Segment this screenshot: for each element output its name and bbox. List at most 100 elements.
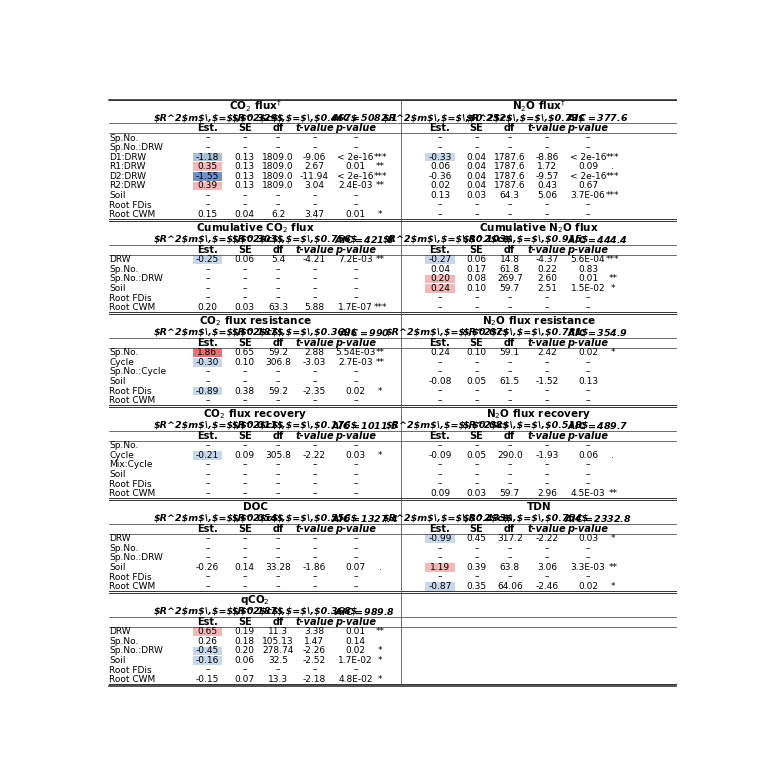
Text: –: –: [353, 665, 358, 675]
Text: –: –: [474, 210, 479, 219]
Text: –: –: [353, 367, 358, 377]
Text: –: –: [586, 210, 591, 219]
Text: 0.38: 0.38: [234, 387, 255, 395]
Text: –: –: [205, 489, 210, 498]
Text: 0.01: 0.01: [345, 627, 365, 636]
Text: 7.2E-03: 7.2E-03: [338, 255, 373, 265]
Text: –: –: [275, 396, 280, 405]
Text: –: –: [508, 470, 512, 479]
Text: 0.65: 0.65: [197, 627, 218, 636]
Text: -2.35: -2.35: [303, 387, 326, 395]
Text: *: *: [610, 284, 615, 293]
Text: *: *: [378, 647, 383, 655]
Text: –: –: [312, 396, 317, 405]
Text: –: –: [312, 479, 317, 489]
Text: AIC$\,$=$\,$1327.4: AIC$\,$=$\,$1327.4: [331, 513, 399, 524]
Text: $R^2$c$\,$=$\,$0.467$: $R^2$c$\,$=$\,$0.467$: [232, 114, 358, 122]
Text: 5.88: 5.88: [304, 303, 324, 312]
Text: Root FDis: Root FDis: [109, 665, 151, 675]
Text: -1.86: -1.86: [303, 563, 326, 572]
Text: -9.06: -9.06: [303, 152, 326, 162]
Text: 13.3: 13.3: [268, 675, 288, 684]
Text: Est.: Est.: [430, 245, 451, 255]
Bar: [425, 583, 455, 591]
Text: –: –: [275, 143, 280, 152]
Text: **: **: [376, 181, 385, 191]
Text: –: –: [205, 470, 210, 479]
Text: 5.6E-04: 5.6E-04: [571, 255, 605, 265]
Text: –: –: [275, 265, 280, 274]
Text: –: –: [586, 470, 591, 479]
Text: 0.03: 0.03: [234, 303, 255, 312]
Text: .: .: [379, 563, 382, 572]
Text: –: –: [586, 293, 591, 303]
Text: 0.04: 0.04: [466, 152, 486, 162]
Text: < 2e-16: < 2e-16: [570, 152, 607, 162]
Text: –: –: [205, 396, 210, 405]
Text: p-value: p-value: [568, 245, 609, 255]
Text: < 2e-16: < 2e-16: [337, 152, 374, 162]
Text: –: –: [474, 387, 479, 395]
Text: **: **: [608, 563, 617, 572]
Text: –: –: [243, 265, 247, 274]
Text: –: –: [275, 470, 280, 479]
Text: –: –: [312, 275, 317, 283]
Text: 1.7E-02: 1.7E-02: [338, 656, 373, 665]
Text: Est.: Est.: [197, 123, 218, 133]
Text: Root FDis: Root FDis: [109, 293, 151, 303]
Text: 2.4E-03: 2.4E-03: [339, 181, 373, 191]
Text: -0.45: -0.45: [196, 647, 219, 655]
Bar: [425, 563, 455, 572]
Text: 2.88: 2.88: [304, 349, 324, 357]
Text: 2.67: 2.67: [304, 163, 324, 171]
Text: $R^2$c$\,$=$\,$0.915$: $R^2$c$\,$=$\,$0.915$: [463, 235, 589, 244]
Text: *: *: [378, 675, 383, 684]
Text: -9.57: -9.57: [535, 172, 559, 180]
Text: Sp.No.:DRW: Sp.No.:DRW: [109, 275, 163, 283]
Text: –: –: [312, 201, 317, 209]
Text: –: –: [508, 134, 512, 142]
Text: –: –: [205, 284, 210, 293]
Text: Sp.No.: Sp.No.: [109, 544, 139, 553]
Text: –: –: [243, 143, 247, 152]
Text: –: –: [508, 293, 512, 303]
Text: 59.2: 59.2: [268, 349, 288, 357]
Text: –: –: [243, 553, 247, 562]
Text: AIC$\,$=$\,$421.8: AIC$\,$=$\,$421.8: [334, 234, 395, 245]
Text: 2.42: 2.42: [537, 349, 557, 357]
Bar: [425, 534, 455, 543]
Text: R1:DRW: R1:DRW: [109, 163, 145, 171]
Text: –: –: [353, 489, 358, 498]
Text: –: –: [586, 461, 591, 469]
Text: –: –: [545, 461, 549, 469]
Text: –: –: [474, 441, 479, 450]
Text: p-value: p-value: [335, 431, 376, 441]
Text: t-value: t-value: [295, 245, 334, 255]
Text: 6.2: 6.2: [271, 210, 285, 219]
Text: 59.1: 59.1: [500, 349, 520, 357]
Text: AIC$\,$=$\,$5082.1: AIC$\,$=$\,$5082.1: [331, 112, 398, 123]
Text: SE: SE: [238, 617, 252, 627]
Text: *: *: [610, 534, 615, 543]
Text: 0.45: 0.45: [466, 534, 486, 543]
Text: Root CWM: Root CWM: [109, 489, 155, 498]
Bar: [193, 181, 222, 190]
Text: 269.7: 269.7: [497, 275, 523, 283]
Text: –: –: [508, 201, 512, 209]
Text: 0.17: 0.17: [466, 265, 486, 274]
Text: 61.8: 61.8: [500, 265, 520, 274]
Text: –: –: [353, 461, 358, 469]
Bar: [425, 255, 455, 264]
Text: Root CWM: Root CWM: [109, 210, 155, 219]
Text: **: **: [608, 489, 617, 498]
Text: –: –: [353, 275, 358, 283]
Text: 0.13: 0.13: [234, 181, 255, 191]
Text: –: –: [312, 441, 317, 450]
Text: -4.21: -4.21: [303, 255, 326, 265]
Text: SE: SE: [238, 123, 252, 133]
Text: **: **: [376, 255, 385, 265]
Text: 0.13: 0.13: [234, 172, 255, 180]
Text: 1787.6: 1787.6: [494, 181, 526, 191]
Text: p-value: p-value: [568, 431, 609, 441]
Text: 0.24: 0.24: [430, 284, 450, 293]
